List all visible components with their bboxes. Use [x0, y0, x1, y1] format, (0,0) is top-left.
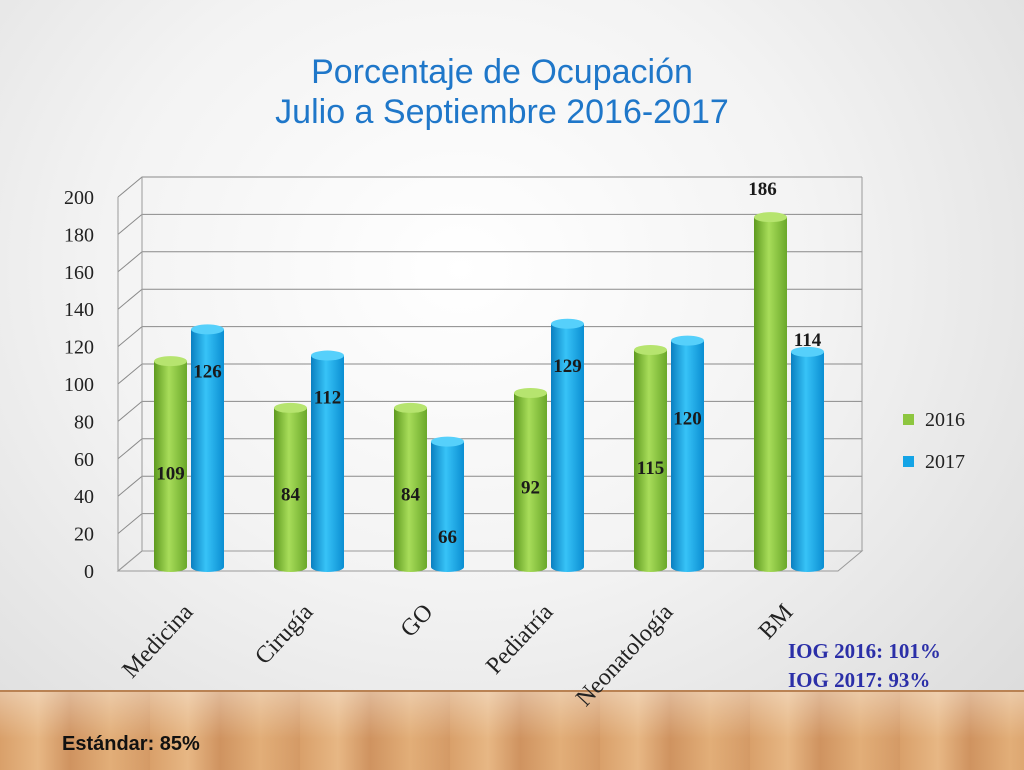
data-label: 92 [521, 478, 540, 499]
bar-body [514, 392, 547, 572]
bar-cap [671, 335, 704, 346]
bar-body [551, 323, 584, 572]
gridline [117, 251, 862, 273]
bar-cap [551, 318, 584, 329]
data-label: 66 [438, 527, 457, 548]
data-label: 84 [401, 484, 421, 505]
chart-labels: 109 126 84 112 84 66 92 129 115 120 186 114 [156, 179, 821, 548]
chart-legend: 2016 2017 [903, 409, 965, 473]
gridline [117, 550, 862, 572]
data-label: 186 [748, 179, 777, 200]
data-label: 129 [553, 356, 582, 377]
gridline [117, 438, 862, 460]
gridline [117, 213, 862, 235]
bar-body [311, 355, 344, 572]
chart-title-block: Porcentaje de Ocupación Julio a Septiemb… [0, 52, 1004, 132]
gridline [117, 363, 862, 385]
legend-swatch-2016 [903, 414, 914, 425]
y-tick-label: 160 [64, 262, 94, 284]
gridline [117, 513, 862, 534]
bar-2016-BM [754, 212, 787, 572]
y-tick-label: 140 [64, 299, 94, 321]
gridline [117, 326, 862, 347]
bar-cap [431, 436, 464, 447]
bar-body [154, 361, 187, 572]
y-tick-label: 40 [74, 486, 94, 508]
bar-body [191, 329, 224, 572]
bar-body [671, 340, 704, 572]
x-category-label: Cirugía [250, 599, 318, 670]
bar-cap [514, 387, 547, 398]
iog-2017-text: IOG 2017: 93% [788, 668, 931, 692]
iog-summary: IOG 2016: 101% IOG 2017: 93% [788, 637, 941, 695]
chart-floor [116, 550, 864, 572]
y-tick-label: 200 [64, 187, 94, 209]
bar-2017-BM [791, 346, 824, 572]
bar-cap [154, 356, 187, 367]
data-label: 120 [673, 409, 702, 430]
bar-cap [634, 344, 667, 355]
wood-floor-background [0, 690, 1024, 770]
data-label: 115 [637, 458, 664, 479]
bar-body [634, 349, 667, 572]
bar-body [791, 351, 824, 572]
y-tick-label: 20 [74, 524, 94, 546]
data-label: 114 [794, 330, 822, 351]
chart-title: Porcentaje de Ocupación [311, 53, 693, 91]
bar-2016-Neonatología [634, 344, 667, 572]
bar-2017-Medicina [191, 324, 224, 572]
bar-body [274, 407, 307, 572]
gridline [117, 288, 862, 310]
bar-2017-Cirugía [311, 350, 344, 572]
legend-label-2017: 2017 [925, 451, 965, 473]
chart-bars [154, 212, 824, 572]
standard-text: Estándar: 85% [62, 733, 200, 755]
bar-2016-Cirugía [274, 402, 307, 572]
legend-swatch-2017 [903, 456, 914, 467]
y-tick-label: 0 [84, 561, 94, 583]
chart-gridlines [117, 176, 862, 572]
x-category-label: Neonatología [571, 599, 678, 712]
bar-cap [791, 346, 824, 357]
bar-2016-GO [394, 402, 427, 572]
bar-body [431, 441, 464, 572]
iog-2016-text: IOG 2016: 101% [788, 639, 941, 663]
data-label: 84 [281, 484, 301, 505]
x-category-label: Medicina [118, 599, 199, 683]
y-tick-label: 120 [64, 337, 94, 359]
bar-cap [754, 212, 787, 223]
bar-cap [191, 324, 224, 335]
legend-label-2016: 2016 [925, 409, 965, 431]
y-tick-label: 60 [74, 449, 94, 471]
bar-2017-Pediatría [551, 318, 584, 572]
bar-body [394, 407, 427, 572]
y-tick-label: 100 [64, 374, 94, 396]
data-label: 126 [193, 361, 222, 382]
chart-subtitle: Julio a Septiembre 2016-2017 [275, 93, 729, 131]
bar-2016-Medicina [154, 356, 187, 572]
x-category-label: Pediatría [481, 599, 558, 679]
bar-2017-GO [431, 436, 464, 572]
gridline [117, 400, 862, 422]
data-label: 109 [156, 463, 185, 484]
gridline [117, 475, 862, 497]
bar-body [754, 217, 787, 572]
bar-cap [311, 350, 344, 361]
data-label: 112 [314, 388, 341, 409]
y-tick-label: 180 [64, 224, 94, 246]
bar-cap [394, 402, 427, 413]
bar-2016-Pediatría [514, 387, 547, 572]
x-category-label: GO [396, 599, 439, 642]
bar-2017-Neonatología [671, 335, 704, 572]
bar-cap [274, 402, 307, 413]
y-tick-label: 80 [74, 411, 94, 433]
